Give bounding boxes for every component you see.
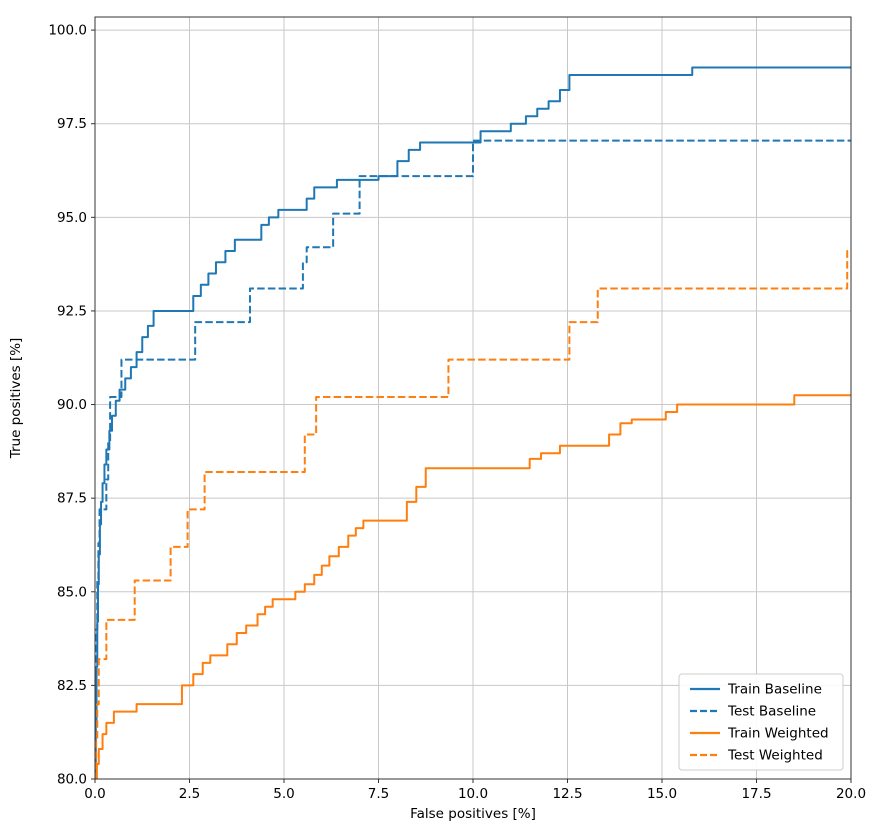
series-train-baseline	[95, 66, 851, 779]
series-test-baseline	[95, 139, 851, 779]
series-train-weighted	[95, 394, 851, 779]
y-tick-label: 95.0	[57, 210, 87, 226]
y-tick-label: 90.0	[57, 397, 87, 413]
x-tick-label: 12.5	[552, 786, 582, 802]
legend: Train Baseline Test Baseline Train Weighte…	[678, 673, 844, 771]
y-axis-label: True positives [%]	[8, 338, 24, 460]
y-tick-label: 100.0	[48, 23, 87, 39]
x-tick-label: 17.5	[741, 786, 771, 802]
x-tick-label: 15.0	[647, 786, 677, 802]
y-tick-label: 87.5	[57, 491, 87, 507]
legend-label-train-weighted: Train Weighted	[727, 726, 829, 742]
ticks: 0.0 2.5 5.0 7.5 10.0 12.5 15.0 17.5 20.0 80.0 82.5…	[48, 23, 866, 802]
y-tick-label: 92.5	[57, 303, 87, 319]
x-tick-label: 5.0	[273, 786, 294, 802]
legend-label-test-baseline: Test Baseline	[727, 704, 816, 720]
series-group	[95, 66, 851, 779]
x-tick-label: 10.0	[458, 786, 488, 802]
y-tick-label: 97.5	[57, 116, 87, 132]
legend-label-test-weighted: Test Weighted	[727, 748, 823, 764]
y-tick-label: 80.0	[57, 772, 87, 788]
legend-frame	[678, 673, 844, 771]
y-tick-label: 82.5	[57, 678, 87, 694]
y-tick-label: 85.0	[57, 584, 87, 600]
x-tick-label: 7.5	[368, 786, 389, 802]
series-test-weighted	[95, 250, 851, 779]
legend-label-train-baseline: Train Baseline	[727, 682, 822, 698]
x-tick-label: 20.0	[836, 786, 866, 802]
x-tick-label: 2.5	[179, 786, 200, 802]
x-tick-label: 0.0	[84, 786, 105, 802]
x-axis-label: False positives [%]	[410, 806, 536, 822]
